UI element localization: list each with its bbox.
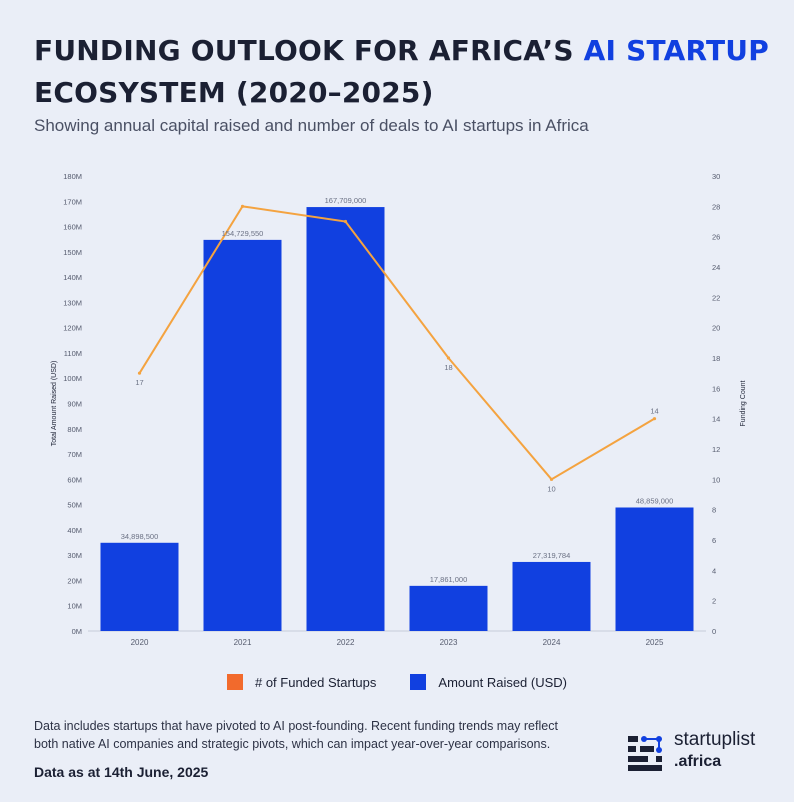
chart-subtitle: Showing annual capital raised and number…	[34, 116, 589, 135]
y2-axis-tick-label: 4	[712, 566, 716, 575]
bar-data-label: 167,709,000	[325, 196, 367, 205]
y2-axis-tick-label: 30	[712, 172, 720, 181]
x-axis-tick-label: 2024	[543, 638, 561, 647]
bar-amount-raised	[409, 585, 488, 631]
y2-axis-tick-label: 16	[712, 384, 720, 393]
title-part-2: ECOSYSTEM (2020–2025)	[34, 76, 434, 109]
y2-axis-tick-label: 0	[712, 627, 716, 636]
y-axis-tick-label: 160M	[63, 223, 82, 232]
line-data-label: 17	[135, 378, 143, 387]
y-axis-tick-label: 20M	[67, 576, 82, 585]
y2-axis-tick-label: 6	[712, 536, 716, 545]
line-data-label: 14	[650, 407, 658, 416]
footnote: Data includes startups that have pivoted…	[34, 719, 558, 751]
y-axis-tick-label: 90M	[67, 400, 82, 409]
bar-amount-raised	[100, 542, 179, 631]
line-data-label: 10	[547, 484, 555, 493]
y-axis-tick-label: 0M	[72, 627, 82, 636]
y-axis-tick-label: 70M	[67, 450, 82, 459]
bar-data-label: 48,859,000	[636, 496, 674, 505]
line-point-funded-startups	[137, 371, 142, 375]
y2-axis-tick-label: 10	[712, 475, 720, 484]
logo-name: startuplist	[674, 729, 756, 750]
y-axis-tick-label: 110M	[64, 349, 82, 358]
y2-axis-tick-label: 8	[712, 506, 716, 515]
x-axis-tick-label: 2020	[131, 638, 149, 647]
y-axis-tick-label: 60M	[67, 475, 82, 484]
y-axis-tick-label: 50M	[67, 501, 82, 510]
logo-text: startuplist .africa	[674, 730, 755, 772]
y2-axis-tick-label: 24	[712, 263, 720, 272]
line-funded-startups	[138, 205, 656, 481]
bar-data-label: 17,861,000	[430, 575, 468, 584]
line-point-funded-startups	[652, 417, 657, 421]
bar-amount-raised	[615, 507, 694, 631]
chart-legend: # of Funded Startups Amount Raised (USD)	[0, 674, 794, 690]
y2-axis-tick-label: 14	[712, 415, 720, 424]
y2-axis-tick-label: 20	[712, 324, 720, 333]
legend-swatch-line	[226, 674, 243, 690]
startuplist-logo[interactable]: startuplist .africa	[626, 730, 786, 774]
line-point-funded-startups	[446, 356, 451, 360]
y-axis-tick-label: 100M	[63, 374, 82, 383]
data-date: Data as at 14th June, 2025	[34, 764, 209, 780]
y-axis-tick-label: 10M	[67, 602, 82, 611]
line-point-funded-startups	[343, 219, 348, 224]
bar-amount-raised	[512, 561, 591, 631]
bar-data-label: 34,898,500	[121, 532, 159, 541]
y2-axis-title: Funding Count	[740, 380, 747, 426]
title-highlight: AI STARTUP	[583, 34, 769, 67]
y2-axis-tick-label: 22	[712, 293, 720, 302]
y-axis-tick-label: 150M	[63, 248, 82, 257]
legend-item-funded-startups[interactable]: # of Funded Startups	[226, 674, 377, 690]
y2-axis-tick-label: 18	[712, 354, 720, 363]
chart-title: FUNDING OUTLOOK FOR AFRICA’S AI STARTUP …	[34, 30, 774, 114]
y2-axis-tick-label: 28	[712, 202, 720, 211]
y-axis-tick-label: 40M	[67, 526, 82, 535]
legend-item-amount-raised[interactable]: Amount Raised (USD)	[410, 674, 567, 690]
y2-axis-tick-label: 26	[712, 233, 720, 242]
bar-data-label: 154,729,550	[222, 229, 264, 238]
line-point-funded-startups	[549, 477, 554, 481]
legend-swatch-bar	[410, 674, 427, 690]
x-axis-tick-label: 2025	[646, 638, 664, 647]
y-axis-tick-label: 30M	[67, 551, 82, 560]
bar-amount-raised	[203, 239, 282, 631]
x-axis-tick-label: 2021	[234, 638, 252, 647]
y-axis-tick-label: 170M	[63, 197, 82, 206]
x-axis-tick-label: 2023	[440, 638, 458, 647]
line-point-funded-startups	[240, 204, 245, 208]
line-data-label: 18	[444, 363, 452, 372]
y-axis-tick-label: 130M	[63, 298, 82, 307]
x-axis-tick-label: 2022	[337, 638, 355, 647]
legend-label-funded-startups: # of Funded Startups	[254, 674, 377, 690]
title-part-1: FUNDING OUTLOOK FOR AFRICA’S	[34, 34, 584, 67]
y-axis-tick-label: 120M	[63, 324, 82, 333]
y-axis-tick-label: 80M	[67, 425, 82, 434]
y2-axis-tick-label: 2	[712, 597, 716, 606]
y-axis-tick-label: 140M	[63, 273, 82, 282]
y-axis-title: Total Amount Raised (USD)	[51, 361, 58, 447]
combo-chart: 0M10M20M30M40M50M60M70M80M90M100M110M120…	[51, 172, 747, 647]
logo-suffix: .africa	[674, 753, 722, 770]
y-axis-tick-label: 180M	[63, 172, 82, 181]
logo-mark-icon	[628, 736, 662, 771]
y2-axis-tick-label: 12	[712, 445, 720, 454]
bar-data-label: 27,319,784	[533, 551, 571, 560]
bar-amount-raised	[306, 207, 385, 631]
legend-label-amount-raised: Amount Raised (USD)	[438, 674, 568, 690]
